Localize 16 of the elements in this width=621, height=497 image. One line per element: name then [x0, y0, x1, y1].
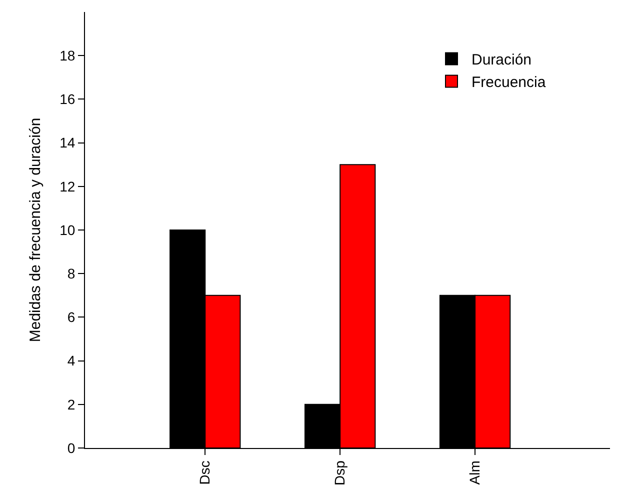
y-tick-label: 18 [60, 48, 76, 64]
x-tick-label: Dsp [332, 460, 348, 486]
y-tick-label: 16 [60, 91, 76, 108]
legend-label: Frecuencia [472, 74, 546, 92]
y-axis-title: Medidas de frecuencia y duración [26, 118, 44, 342]
y-tick-label: 2 [67, 396, 76, 412]
legend-label: Duración [472, 52, 532, 69]
y-tick-label: 8 [67, 266, 76, 282]
x-tick-label: Alm [466, 460, 483, 485]
y-tick-label: 6 [67, 309, 76, 326]
y-tick-label: 12 [60, 178, 76, 194]
x-tick-label: Dsc [196, 460, 213, 485]
y-tick-label: 4 [67, 352, 76, 369]
y-tick-label: 0 [67, 440, 76, 456]
y-tick-label: 14 [60, 134, 76, 151]
y-tick-label: 10 [60, 222, 76, 238]
